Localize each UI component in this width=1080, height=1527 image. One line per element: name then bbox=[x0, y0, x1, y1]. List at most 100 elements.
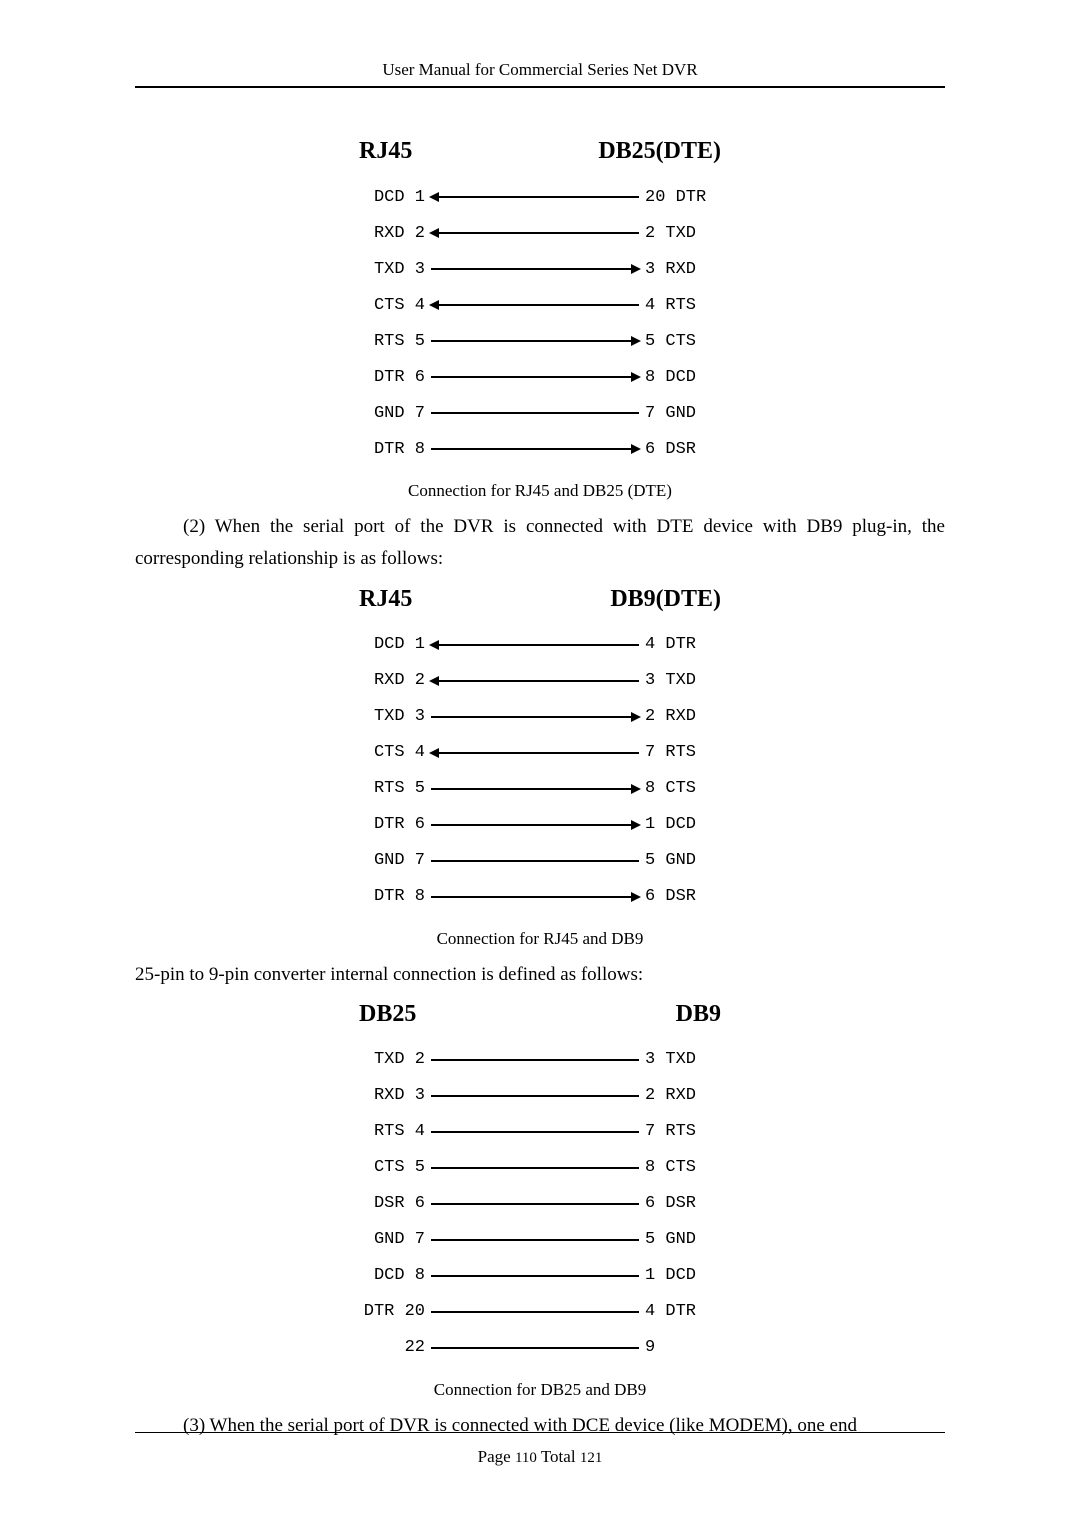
connector-line bbox=[431, 788, 639, 790]
diagram-rj45-db25: RJ45 DB25(DTE) DCD 120 DTRRXD 22 TXDTXD … bbox=[355, 138, 725, 467]
pin-left: DTR 6 bbox=[355, 368, 425, 387]
arrow-left-icon bbox=[429, 676, 439, 686]
connection-row: TXD 33 RXD bbox=[355, 251, 725, 287]
pin-left: GND 7 bbox=[355, 851, 425, 870]
footer-prefix: Page bbox=[478, 1447, 515, 1466]
connector-line bbox=[431, 860, 639, 862]
pin-right: 3 TXD bbox=[645, 671, 725, 690]
connector-line bbox=[431, 1167, 639, 1169]
connector-line bbox=[431, 1059, 639, 1061]
connection-row: 22 9 bbox=[355, 1330, 725, 1366]
connector-line bbox=[431, 680, 639, 682]
connector-line bbox=[431, 340, 639, 342]
arrow-right-icon bbox=[631, 444, 641, 454]
connector-line bbox=[431, 412, 639, 414]
pin-left: DCD 1 bbox=[355, 188, 425, 207]
pin-right: 20 DTR bbox=[645, 188, 725, 207]
diagram3-right-title: DB9 bbox=[676, 1001, 721, 1028]
paragraph-converter: 25-pin to 9-pin converter internal conne… bbox=[135, 959, 945, 991]
arrow-right-icon bbox=[631, 372, 641, 382]
pin-right: 9 bbox=[645, 1338, 725, 1357]
connector-line bbox=[431, 232, 639, 234]
connector-line bbox=[431, 1275, 639, 1277]
connection-row: GND 7 5 GND bbox=[355, 1222, 725, 1258]
connector-line bbox=[431, 644, 639, 646]
connector-line bbox=[431, 1203, 639, 1205]
connection-row: RXD 32 RXD bbox=[355, 1078, 725, 1114]
pin-left: DSR 6 bbox=[355, 1194, 425, 1213]
pin-right: 7 GND bbox=[645, 404, 725, 423]
pin-left: RXD 3 bbox=[355, 1086, 425, 1105]
connection-row: DCD 81 DCD bbox=[355, 1258, 725, 1294]
pin-right: 5 CTS bbox=[645, 332, 725, 351]
diagram2-left-title: RJ45 bbox=[359, 586, 412, 613]
pin-right: 5 GND bbox=[645, 851, 725, 870]
pin-left: RXD 2 bbox=[355, 224, 425, 243]
arrow-left-icon bbox=[429, 192, 439, 202]
connector-line bbox=[431, 716, 639, 718]
diagram2-right-title: DB9(DTE) bbox=[610, 586, 721, 613]
arrow-right-icon bbox=[631, 712, 641, 722]
diagram1-caption: Connection for RJ45 and DB25 (DTE) bbox=[135, 481, 945, 501]
connection-row: DCD 1 20 DTR bbox=[355, 179, 725, 215]
diagram3-rows: TXD 23 TXDRXD 32 RXDRTS 47 RTSCTS 58 CTS… bbox=[355, 1042, 725, 1366]
pin-right: 6 DSR bbox=[645, 1194, 725, 1213]
connector-line bbox=[431, 752, 639, 754]
connection-row: RTS 5 5 CTS bbox=[355, 323, 725, 359]
pin-right: 5 GND bbox=[645, 1230, 725, 1249]
pin-left: TXD 3 bbox=[355, 707, 425, 726]
connection-row: GND 7 7 GND bbox=[355, 395, 725, 431]
pin-right: 8 DCD bbox=[645, 368, 725, 387]
pin-right: 4 RTS bbox=[645, 296, 725, 315]
pin-right: 7 RTS bbox=[645, 743, 725, 762]
pin-right: 4 DTR bbox=[645, 1302, 725, 1321]
arrow-right-icon bbox=[631, 336, 641, 346]
pin-left: RTS 5 bbox=[355, 332, 425, 351]
arrow-right-icon bbox=[631, 264, 641, 274]
diagram3-left-title: DB25 bbox=[359, 1001, 416, 1028]
connection-row: DTR 6 8 DCD bbox=[355, 359, 725, 395]
connector-line bbox=[431, 268, 639, 270]
pin-left: TXD 3 bbox=[355, 260, 425, 279]
arrow-right-icon bbox=[631, 820, 641, 830]
pin-right: 1 DCD bbox=[645, 815, 725, 834]
connection-row: RXD 22 TXD bbox=[355, 215, 725, 251]
pin-left: GND 7 bbox=[355, 404, 425, 423]
footer-mid: Total bbox=[537, 1447, 580, 1466]
arrow-right-icon bbox=[631, 892, 641, 902]
pin-left: RXD 2 bbox=[355, 671, 425, 690]
connection-row: GND 7 5 GND bbox=[355, 843, 725, 879]
pin-right: 6 DSR bbox=[645, 887, 725, 906]
pin-left: DCD 8 bbox=[355, 1266, 425, 1285]
pin-left: 22 bbox=[355, 1338, 425, 1357]
diagram2-rows: DCD 14 DTR RXD 2 3 TXD TXD 3 2 RXD CTS 47 RTS… bbox=[355, 627, 725, 915]
connector-line bbox=[431, 376, 639, 378]
connection-row: TXD 23 TXD bbox=[355, 1042, 725, 1078]
pin-left: DTR 8 bbox=[355, 887, 425, 906]
pin-left: GND 7 bbox=[355, 1230, 425, 1249]
connector-line bbox=[431, 448, 639, 450]
connector-line bbox=[431, 824, 639, 826]
arrow-right-icon bbox=[631, 784, 641, 794]
connector-line bbox=[431, 1131, 639, 1133]
pin-left: RTS 4 bbox=[355, 1122, 425, 1141]
pin-right: 6 DSR bbox=[645, 440, 725, 459]
pin-left: CTS 5 bbox=[355, 1158, 425, 1177]
pin-left: DTR 8 bbox=[355, 440, 425, 459]
pin-right: 2 RXD bbox=[645, 707, 725, 726]
pin-right: 7 RTS bbox=[645, 1122, 725, 1141]
pin-right: 8 CTS bbox=[645, 779, 725, 798]
arrow-left-icon bbox=[429, 748, 439, 758]
connector-line bbox=[431, 196, 639, 198]
diagram3-caption: Connection for DB25 and DB9 bbox=[135, 1380, 945, 1400]
connection-row: DSR 6 6 DSR bbox=[355, 1186, 725, 1222]
pin-left: CTS 4 bbox=[355, 296, 425, 315]
connection-row: CTS 47 RTS bbox=[355, 735, 725, 771]
connection-row: DCD 14 DTR bbox=[355, 627, 725, 663]
diagram-db25-db9: DB25 DB9 TXD 23 TXDRXD 32 RXD RTS 4 7 RTS C… bbox=[355, 1001, 725, 1366]
page-header: User Manual for Commercial Series Net DV… bbox=[135, 60, 945, 88]
connector-line bbox=[431, 1347, 639, 1349]
pin-right: 4 DTR bbox=[645, 635, 725, 654]
connection-row: DTR 8 6 DSR bbox=[355, 431, 725, 467]
pin-left: DTR 6 bbox=[355, 815, 425, 834]
